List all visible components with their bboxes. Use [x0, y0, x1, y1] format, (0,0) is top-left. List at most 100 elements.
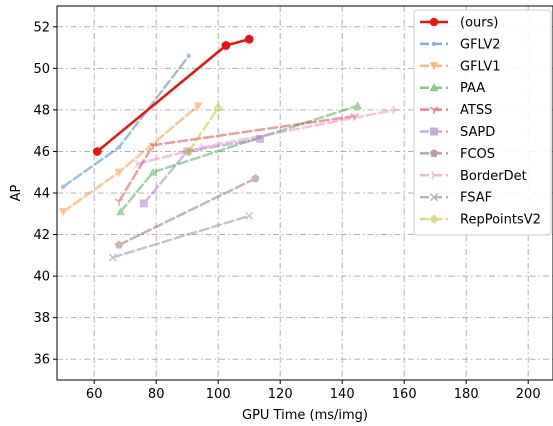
legend-label: ATSS [460, 103, 492, 118]
series-borderdet [134, 105, 400, 169]
data-point-reppointsv2 [213, 102, 224, 113]
legend-swatch-marker [429, 193, 439, 202]
data-point-gflv1 [58, 208, 68, 217]
y-tick-label: 46 [33, 145, 50, 160]
series-fsaf [108, 211, 254, 262]
legend-label: GFLV2 [460, 37, 501, 52]
x-tick-label: 80 [148, 387, 165, 402]
legend-item-gflv1 [420, 62, 448, 71]
data-point-gflv2 [61, 184, 66, 189]
y-tick-label: 36 [33, 353, 50, 368]
series-line-atss [117, 114, 356, 203]
data-point-paa [353, 101, 363, 110]
data-point-gflv2 [186, 53, 191, 59]
series-line-sapd [142, 137, 262, 205]
data-point-borderdet [199, 143, 208, 152]
legend-item-reppointsv2 [420, 214, 448, 224]
series-line-gflv1 [61, 104, 200, 213]
legend-item-sapd [420, 127, 448, 136]
legend-item-fsaf [420, 193, 448, 202]
data-point-borderdet [134, 159, 142, 169]
y-axis-label: AP [9, 184, 24, 201]
series-line-borderdet [136, 108, 397, 166]
series-line-paa [119, 104, 359, 213]
x-tick-label: 200 [516, 387, 541, 402]
data-point-ours [244, 34, 254, 44]
legend-item-borderdet [420, 171, 448, 180]
data-point-paa [148, 167, 158, 176]
data-point-sapd [139, 199, 148, 208]
series-line-reppointsv2 [187, 106, 220, 153]
data-point-paa [116, 207, 125, 216]
series-layer [58, 34, 400, 262]
x-tick-label: 140 [330, 387, 355, 402]
data-point-ours [221, 41, 231, 50]
x-tick-label: 160 [392, 387, 417, 402]
grid-layer [57, 6, 553, 380]
series-gflv2 [61, 53, 191, 189]
legend-item-paa [420, 83, 448, 92]
data-point-gflv2 [116, 145, 122, 150]
y-tick-label: 40 [33, 270, 50, 285]
y-tick-label: 44 [33, 187, 50, 202]
legend-swatch-marker [431, 41, 437, 47]
series-atss [114, 113, 359, 206]
series-line-fcos [117, 177, 257, 247]
y-tick-label: 48 [33, 103, 50, 118]
data-point-fcos [114, 240, 124, 249]
legend-label: FCOS [460, 147, 495, 162]
legend-swatch-marker [429, 17, 439, 27]
ticks-layer: 60 80 100 120 140 160 180 200 36 38 40 42 44 46 48 50 52 [33, 20, 540, 402]
legend-item-gflv2 [420, 41, 448, 47]
series-sapd [139, 135, 265, 208]
y-tick-label: 50 [33, 62, 50, 77]
data-point-atss [114, 198, 124, 206]
data-point-sapd [183, 147, 192, 156]
legend-item-fcos [420, 149, 448, 157]
data-point-reppointsv2 [183, 146, 194, 157]
legend-swatch-marker [429, 214, 439, 224]
legend-label: SAPD [460, 125, 495, 140]
data-point-gflv1 [193, 102, 203, 111]
x-tick-label: 120 [268, 387, 293, 402]
legend-label: RepPointsV2 [460, 213, 541, 228]
legend-swatch-marker [429, 106, 439, 114]
y-tick-label: 42 [33, 228, 50, 243]
data-point-gflv1 [114, 168, 124, 177]
data-point-atss [350, 113, 359, 121]
y-tick-label: 52 [33, 20, 50, 35]
data-point-fcos [251, 174, 260, 183]
series-reppointsv2 [183, 102, 224, 157]
x-tick-label: 100 [206, 387, 231, 402]
legend-item-atss [420, 106, 448, 114]
legend-label: GFLV1 [460, 59, 501, 74]
legend-label: BorderDet [460, 169, 527, 184]
data-point-borderdet [392, 105, 400, 115]
data-point-atss [148, 142, 158, 150]
legend-box [413, 9, 552, 236]
legend-swatch-marker [429, 149, 439, 157]
legend-item-ours [420, 17, 448, 27]
data-point-fsaf [245, 211, 254, 220]
series-ours [92, 34, 254, 156]
series-paa [116, 101, 363, 216]
legend-swatch-marker [431, 171, 439, 180]
data-point-fsaf [108, 253, 117, 262]
legend-label: (ours) [460, 16, 498, 31]
series-line-gflv2 [61, 54, 190, 189]
x-tick-label: 60 [86, 387, 103, 402]
legend: (ours) GFLV2 GFLV1 PAA ATSS SAPD FCOS BorderDet… [413, 9, 552, 236]
series-gflv1 [58, 102, 203, 217]
legend-label: FSAF [460, 191, 492, 206]
legend-swatch-marker [429, 83, 439, 92]
legend-swatch-marker [430, 127, 438, 136]
x-tick-label: 180 [454, 387, 479, 402]
legend-swatch-marker [429, 62, 439, 71]
data-point-sapd [256, 135, 265, 143]
series-line-fsaf [111, 214, 251, 259]
x-axis-label: GPU Time (ms/img) [242, 408, 368, 423]
y-tick-label: 38 [33, 311, 50, 326]
series-fcos [114, 174, 260, 249]
data-point-ours [92, 147, 102, 156]
